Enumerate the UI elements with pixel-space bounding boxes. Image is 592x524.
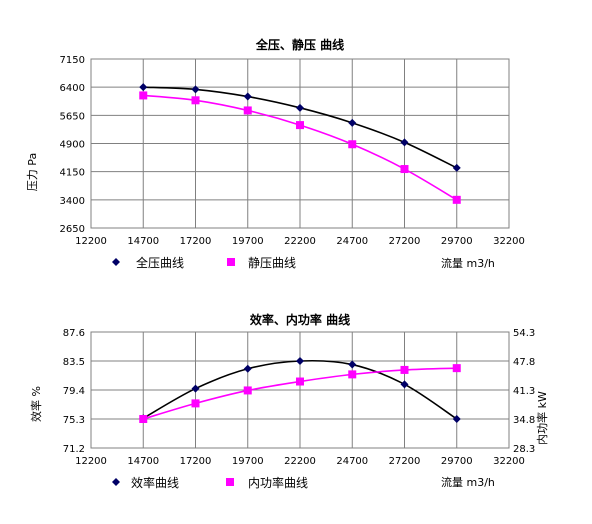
pressure-x-tick-label: 12200: [75, 236, 107, 247]
pressure-y-axis-label: 压力 Pa: [26, 153, 39, 191]
pressure-point-diamond: [296, 103, 304, 112]
legend-label-efficiency: 效率曲线: [131, 475, 179, 490]
efficiency-point-square: [452, 364, 461, 373]
efficiency-x-tick-label: 24700: [336, 456, 368, 467]
legend-label-power: 内功率曲线: [248, 475, 308, 490]
pressure-chart-title: 全压、静压 曲线: [255, 37, 344, 52]
efficiency-point-diamond: [348, 360, 357, 369]
efficiency-point-square: [139, 415, 148, 423]
pressure-y-tick-label: 5650: [60, 111, 85, 122]
legend-marker-power: [226, 478, 234, 486]
pressure-chart: 全压、静压 曲线 压力 Pa 流量 m3/h 12200 14700 17200 19…: [26, 37, 525, 270]
efficiency-chart-title: 效率、内功率 曲线: [250, 312, 350, 327]
efficiency-x-tick-label: 22200: [284, 456, 316, 467]
power-y-axis-label: 内功率 kW: [535, 391, 549, 445]
legend-marker-efficiency: [112, 478, 120, 486]
pressure-x-tick-label: 27200: [389, 236, 421, 247]
efficiency-point-square: [243, 386, 252, 395]
pressure-point-diamond: [191, 85, 200, 94]
efficiency-point-diamond: [452, 415, 461, 423]
pressure-x-axis-label: 流量 m3/h: [441, 256, 495, 270]
efficiency-y-tick-label: 71.2: [63, 444, 85, 455]
efficiency-y-tick-label: 75.3: [63, 415, 85, 426]
pressure-x-tick-label: 14700: [127, 236, 159, 247]
efficiency-point-diamond: [400, 380, 409, 389]
pressure-y-tick-label: 4150: [60, 168, 85, 179]
legend-marker-static-pressure: [227, 258, 235, 266]
pressure-x-tick-label: 17200: [180, 236, 212, 247]
pressure-y-tick-label: 7150: [60, 55, 85, 66]
efficiency-y-right-tick-label: 47.8: [513, 357, 535, 368]
efficiency-point-diamond: [191, 384, 200, 393]
pressure-x-tick-label: 29700: [441, 236, 473, 247]
efficiency-point-diamond: [296, 357, 304, 365]
pressure-y-tick-label: 3400: [60, 196, 85, 207]
efficiency-x-tick-label: 14700: [127, 456, 159, 467]
efficiency-y-right-tick-label: 28.3: [513, 444, 535, 455]
pressure-point-diamond: [243, 92, 252, 101]
pressure-point-square: [191, 96, 200, 105]
pressure-point-diamond: [400, 138, 409, 147]
pressure-point-square: [348, 140, 357, 149]
efficiency-point-square: [348, 370, 357, 379]
efficiency-y-tick-label: 87.6: [63, 328, 85, 339]
pressure-x-tick-label: 32200: [493, 236, 525, 247]
pressure-y-tick-label: 4900: [60, 140, 85, 151]
efficiency-x-tick-label: 29700: [441, 456, 473, 467]
efficiency-y-tick-label: 83.5: [63, 357, 85, 368]
pressure-point-diamond: [348, 118, 357, 127]
pressure-point-square: [243, 106, 252, 115]
efficiency-x-tick-label: 27200: [389, 456, 421, 467]
pressure-x-tick-label: 22200: [284, 236, 316, 247]
efficiency-x-tick-label: 19700: [232, 456, 264, 467]
efficiency-x-tick-label: 17200: [180, 456, 212, 467]
pressure-y-tick-label: 2650: [60, 224, 85, 235]
efficiency-y-right-tick-label: 54.3: [513, 328, 535, 339]
efficiency-plot-frame: [90, 331, 510, 449]
efficiency-y-right-tick-label: 41.3: [513, 386, 535, 397]
pressure-y-tick-label: 6400: [60, 83, 85, 94]
efficiency-x-tick-label: 32200: [493, 456, 525, 467]
pressure-legend: 全压曲线 静压曲线: [112, 255, 296, 270]
pressure-point-square: [139, 91, 148, 100]
pressure-point-square: [400, 165, 409, 174]
efficiency-y-axis-label: 效率 %: [29, 386, 43, 422]
pressure-point-diamond: [139, 83, 148, 92]
efficiency-point-diamond: [243, 364, 252, 373]
efficiency-x-tick-label: 12200: [75, 456, 107, 467]
efficiency-point-square: [296, 377, 304, 386]
pressure-point-square: [452, 195, 461, 204]
legend-marker-total-pressure: [112, 258, 120, 266]
efficiency-chart: 效率、内功率 曲线 效率 % 内功率 kW 流量 m3/h 12200 14700…: [29, 312, 549, 490]
efficiency-point-square: [191, 399, 200, 408]
efficiency-y-tick-label: 79.4: [63, 386, 85, 397]
efficiency-y-right-tick-label: 34.8: [513, 415, 535, 426]
efficiency-point-square: [400, 365, 409, 374]
efficiency-x-axis-label: 流量 m3/h: [441, 475, 495, 489]
pressure-plot-frame: [90, 58, 510, 229]
legend-label-static-pressure: 静压曲线: [248, 256, 296, 270]
pressure-point-diamond: [452, 163, 461, 172]
efficiency-legend: 效率曲线 内功率曲线: [112, 475, 308, 490]
pressure-x-tick-label: 19700: [232, 236, 264, 247]
pressure-point-square: [296, 121, 304, 130]
pressure-x-tick-label: 24700: [336, 236, 368, 247]
legend-label-total-pressure: 全压曲线: [136, 255, 184, 270]
